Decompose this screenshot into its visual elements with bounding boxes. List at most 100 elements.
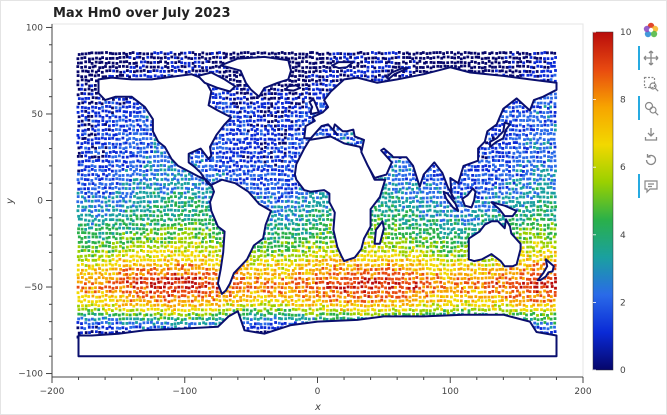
data-point: [146, 60, 150, 64]
data-point: [532, 100, 536, 104]
data-point: [481, 61, 485, 64]
data-point: [277, 267, 281, 270]
data-point: [509, 136, 512, 140]
data-point: [115, 101, 119, 105]
data-point: [543, 255, 547, 259]
data-point: [484, 268, 488, 271]
data-point: [187, 182, 190, 185]
data-point: [153, 187, 157, 191]
data-point: [156, 277, 160, 281]
data-point: [412, 226, 415, 230]
data-point: [115, 137, 119, 141]
data-point: [274, 231, 278, 235]
data-point: [125, 237, 129, 241]
data-point: [145, 178, 149, 182]
data-point: [405, 267, 409, 271]
data-point: [277, 249, 281, 252]
data-point: [277, 186, 280, 190]
data-point: [138, 160, 142, 164]
data-point: [518, 201, 522, 205]
data-point: [139, 132, 143, 136]
data-point: [139, 244, 142, 248]
data-point: [297, 249, 301, 253]
data-point: [415, 263, 419, 267]
data-point: [447, 250, 450, 254]
data-point: [184, 231, 187, 234]
data-point: [91, 119, 95, 123]
data-point: [342, 268, 346, 272]
data-point: [484, 276, 488, 280]
data-point: [304, 71, 308, 74]
data-point: [553, 105, 557, 109]
data-point: [266, 101, 270, 105]
data-point: [467, 69, 471, 73]
data-point: [236, 128, 239, 131]
data-point: [383, 177, 387, 180]
data-point: [394, 233, 397, 236]
data-point: [504, 195, 508, 199]
data-point: [232, 169, 235, 173]
data-point: [466, 183, 470, 187]
data-point: [512, 165, 516, 168]
data-point: [128, 187, 132, 190]
data-point: [163, 168, 167, 172]
data-point: [236, 154, 240, 158]
data-point: [228, 147, 232, 151]
data-point: [518, 105, 522, 108]
data-point: [453, 268, 456, 271]
data-point: [93, 155, 97, 159]
data-point: [267, 109, 271, 113]
data-point: [373, 66, 377, 70]
data-point: [509, 267, 513, 271]
data-point: [211, 245, 215, 249]
data-point: [143, 280, 146, 284]
data-point: [381, 236, 384, 240]
data-point: [126, 280, 129, 284]
data-point: [288, 195, 292, 199]
data-point: [442, 52, 445, 55]
data-point: [422, 254, 426, 257]
data-point: [397, 227, 401, 230]
data-point: [321, 132, 325, 136]
data-point: [436, 235, 440, 239]
data-point: [177, 253, 181, 257]
data-point: [435, 223, 439, 227]
data-point: [214, 249, 218, 253]
data-point: [176, 186, 180, 190]
data-point: [294, 209, 298, 212]
data-point: [283, 255, 287, 258]
data-point: [408, 168, 412, 172]
data-point: [325, 267, 328, 270]
data-point: [214, 93, 218, 97]
data-point: [142, 241, 146, 245]
data-point: [128, 127, 131, 131]
data-point: [442, 277, 446, 280]
data-point: [373, 223, 377, 227]
data-point: [394, 223, 397, 227]
data-point: [91, 173, 95, 176]
data-point: [439, 209, 443, 213]
data-point: [409, 191, 412, 195]
data-point: [511, 267, 515, 271]
data-point: [378, 204, 381, 208]
data-point: [383, 214, 387, 218]
data-point: [509, 120, 512, 124]
data-point: [263, 105, 267, 109]
data-point: [504, 110, 508, 113]
data-point: [149, 165, 153, 168]
data-point: [438, 236, 442, 240]
data-point: [95, 249, 98, 253]
data-point: [502, 60, 506, 64]
data-point: [546, 205, 550, 209]
data-point: [136, 259, 139, 263]
data-point: [549, 186, 553, 189]
data-point: [146, 186, 149, 189]
data-point: [394, 245, 398, 249]
data-point: [88, 73, 92, 77]
data-point: [290, 200, 294, 204]
data-point: [242, 155, 245, 158]
data-point: [249, 282, 252, 286]
data-point: [173, 163, 177, 167]
data-point: [273, 150, 277, 154]
data-point: [284, 168, 288, 171]
